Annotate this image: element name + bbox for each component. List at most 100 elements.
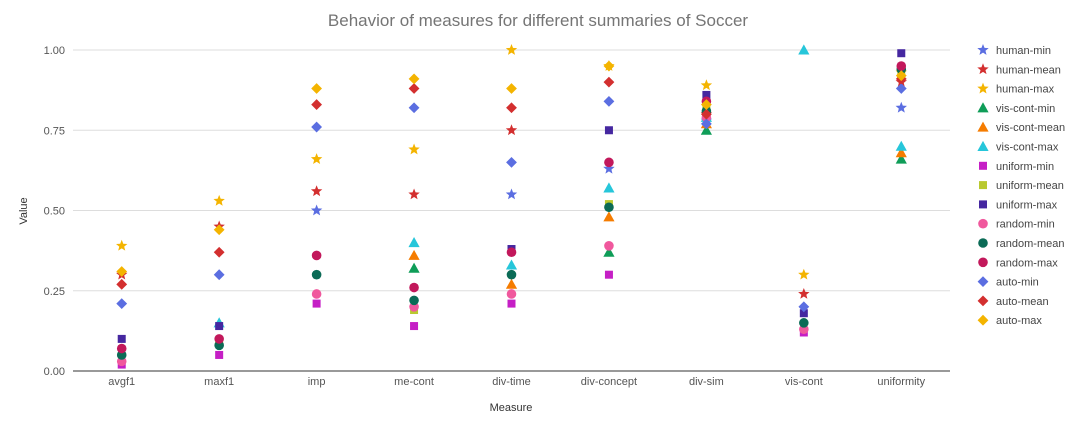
x-tick-label-div-time: div-time: [492, 376, 531, 388]
point-random-min-div-concept: [604, 241, 614, 251]
legend-item-random-mean: random-mean: [978, 238, 1064, 250]
legend-item-random-max: random-max: [978, 257, 1058, 269]
legend-marker-vis-cont-mean: [977, 121, 989, 132]
legend-label-random-min: random-min: [996, 219, 1055, 231]
point-random-mean-vis-cont: [799, 318, 809, 328]
legend-marker-uniform-max: [979, 200, 987, 209]
legend-label-uniform-max: uniform-max: [996, 199, 1058, 211]
legend-item-auto-max: auto-max: [977, 314, 1042, 327]
point-human-max-avgf1: [116, 239, 128, 251]
legend-item-human-mean: human-mean: [977, 63, 1061, 76]
point-human-mean-me-cont: [408, 188, 420, 200]
point-auto-max-me-cont: [408, 73, 420, 85]
legend-label-random-mean: random-mean: [996, 238, 1064, 250]
x-tick-label-me-cont: me-cont: [394, 376, 434, 388]
x-axis-title: Measure: [490, 402, 533, 414]
point-random-max-uniformity: [896, 61, 907, 71]
point-auto-max-div-concept: [603, 60, 615, 72]
legend-item-auto-mean: auto-mean: [977, 295, 1049, 308]
legend-item-human-min: human-min: [977, 44, 1051, 57]
legend-label-human-mean: human-mean: [996, 64, 1061, 76]
legend-marker-uniform-min: [979, 161, 987, 170]
point-vis-cont-max-uniformity: [895, 140, 907, 151]
point-vis-cont-mean-div-time: [505, 278, 518, 289]
data-points: [116, 44, 907, 369]
legend-item-uniform-max: uniform-max: [979, 199, 1058, 211]
y-axis-title: Value: [18, 197, 30, 224]
point-random-max-maxf1: [214, 334, 224, 344]
legend-label-vis-cont-max: vis-cont-max: [996, 142, 1059, 154]
legend-item-uniform-mean: uniform-mean: [979, 180, 1064, 192]
point-human-mean-vis-cont: [798, 287, 810, 299]
legend-marker-auto-min: [977, 276, 989, 287]
point-uniform-max-div-sim: [702, 90, 711, 99]
x-tick-label-maxf1: maxf1: [204, 376, 234, 388]
point-vis-cont-mean-uniformity: [895, 147, 907, 158]
point-auto-min-vis-cont: [798, 301, 810, 313]
point-human-min-div-concept: [603, 162, 615, 174]
legend-item-vis-cont-mean: vis-cont-mean: [977, 121, 1065, 134]
point-uniform-min-maxf1: [215, 350, 224, 359]
y-tick-label: 0.00: [44, 366, 65, 378]
point-auto-min-me-cont: [408, 102, 420, 114]
point-auto-min-div-sim: [700, 118, 712, 130]
legend-marker-random-max: [978, 257, 988, 268]
x-axis-ticks: avgf1 maxf1 imp me-cont div-time div-concept d…: [108, 376, 925, 388]
point-random-max-imp: [311, 250, 322, 261]
legend-label-auto-mean: auto-mean: [996, 296, 1049, 308]
point-vis-cont-max-div-concept: [603, 182, 615, 193]
point-random-max-div-time: [506, 247, 517, 258]
legend-marker-vis-cont-min: [977, 102, 989, 113]
point-human-min-div-time: [505, 188, 518, 200]
x-tick-label-imp: imp: [308, 376, 326, 388]
point-human-mean-div-time: [505, 124, 518, 136]
point-auto-mean-div-sim: [700, 108, 712, 120]
point-auto-mean-div-concept: [603, 76, 615, 88]
point-human-max-me-cont: [408, 143, 420, 155]
point-human-mean-imp: [310, 185, 323, 197]
legend-marker-uniform-mean: [979, 181, 987, 190]
point-auto-max-div-time: [506, 83, 517, 94]
y-tick-label: 1.00: [44, 45, 65, 57]
point-auto-min-imp: [311, 121, 323, 133]
point-auto-min-maxf1: [213, 269, 225, 281]
point-random-min-imp: [311, 289, 322, 299]
y-tick-label: 0.25: [44, 286, 65, 298]
point-random-max-div-concept: [604, 157, 614, 168]
point-vis-cont-min-me-cont: [408, 262, 420, 273]
point-uniform-max-div-concept: [604, 126, 613, 135]
y-axis-ticks: 0.00 0.25 0.50 0.75 1.00: [44, 45, 65, 378]
legend-label-random-max: random-max: [996, 257, 1058, 269]
point-auto-max-imp: [311, 83, 323, 94]
x-tick-label-avgf1: avgf1: [108, 376, 135, 388]
point-uniform-max-maxf1: [215, 322, 224, 331]
legend-marker-human-max: [977, 82, 989, 94]
legend-marker-random-mean: [978, 238, 988, 248]
point-vis-cont-max-me-cont: [408, 237, 420, 248]
point-uniform-min-imp: [312, 299, 321, 308]
point-vis-cont-mean-me-cont: [408, 249, 420, 260]
point-auto-mean-avgf1: [116, 278, 128, 290]
point-uniform-max-avgf1: [117, 334, 126, 343]
point-random-mean-div-time: [506, 269, 517, 280]
point-random-mean-div-concept: [604, 202, 614, 213]
point-auto-min-div-time: [506, 156, 517, 168]
point-human-max-maxf1: [213, 194, 225, 206]
point-auto-mean-maxf1: [213, 246, 225, 258]
point-vis-cont-min-uniformity: [895, 153, 907, 164]
legend-item-vis-cont-min: vis-cont-min: [977, 102, 1055, 115]
point-random-mean-imp: [311, 269, 322, 280]
point-auto-max-avgf1: [116, 266, 128, 277]
x-tick-label-vis-cont: vis-cont: [785, 376, 823, 388]
legend-item-uniform-min: uniform-min: [979, 161, 1054, 173]
point-auto-mean-me-cont: [408, 83, 420, 94]
point-uniform-max-uniformity: [897, 49, 906, 58]
x-tick-label-uniformity: uniformity: [877, 376, 925, 388]
legend-label-human-max: human-max: [996, 84, 1055, 96]
point-auto-min-uniformity: [895, 83, 907, 94]
point-vis-cont-max-vis-cont: [798, 44, 810, 55]
point-human-max-imp: [310, 153, 323, 164]
legend-label-human-min: human-min: [996, 45, 1051, 57]
point-uniform-min-div-time: [507, 299, 516, 308]
point-auto-max-uniformity: [895, 70, 907, 82]
